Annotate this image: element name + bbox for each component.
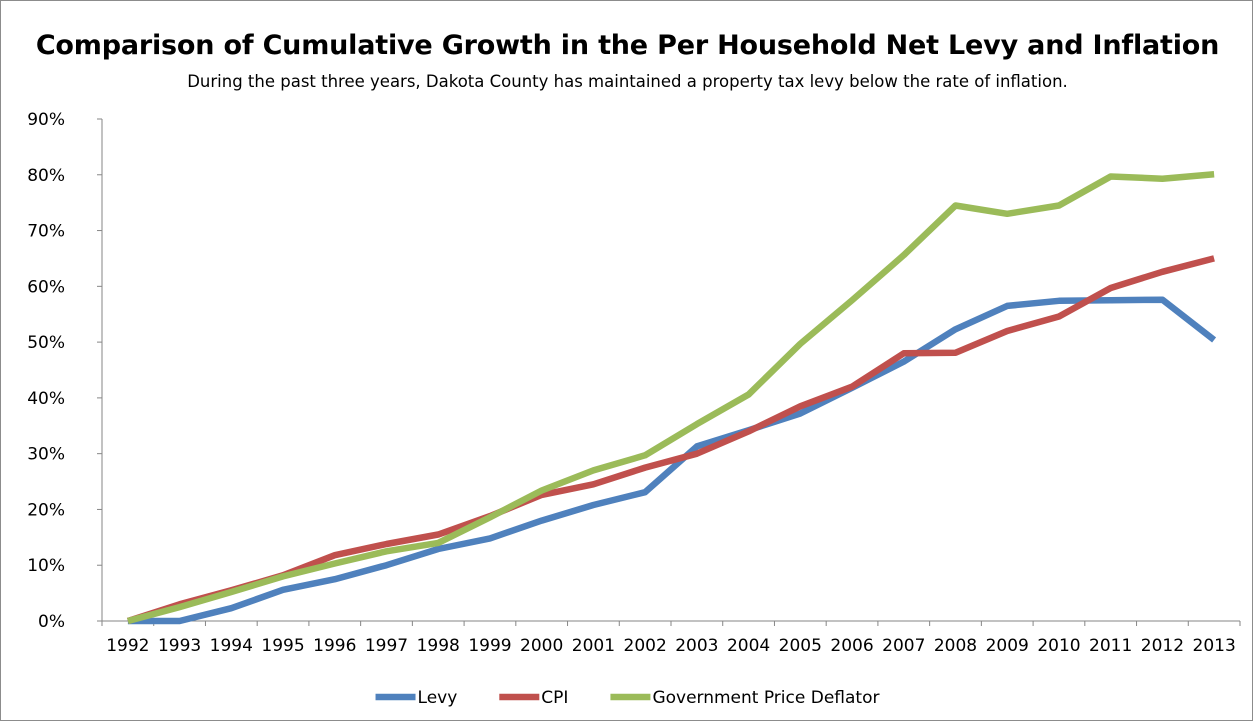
y-tick-label: 90% <box>27 110 65 130</box>
x-tick-label: 2008 <box>934 636 977 656</box>
y-tick-label: 70% <box>27 222 65 242</box>
x-tick-label: 2000 <box>520 636 563 656</box>
legend-label-cpi: CPI <box>541 688 568 708</box>
y-tick-label: 50% <box>27 333 65 353</box>
x-tick-label: 2001 <box>572 636 615 656</box>
x-tick-label: 2011 <box>1089 636 1132 656</box>
x-tick-label: 2003 <box>675 636 718 656</box>
x-tick-label: 1994 <box>210 636 253 656</box>
x-tick-label: 1997 <box>365 636 408 656</box>
series-line-cpi <box>126 255 1215 625</box>
x-tick-label: 2006 <box>830 636 873 656</box>
x-tick-label: 1992 <box>106 636 149 656</box>
x-tick-label: 1996 <box>313 636 356 656</box>
y-tick-label: 20% <box>27 500 65 520</box>
x-tick-label: 2005 <box>779 636 822 656</box>
legend: Levy CPI Government Price Deflator <box>375 688 879 708</box>
y-tick-label: 60% <box>27 277 65 297</box>
chart-title: Comparison of Cumulative Growth in the P… <box>35 30 1220 61</box>
x-tick-label: 2004 <box>727 636 770 656</box>
y-tick-label: 10% <box>27 556 65 576</box>
series-line-government-price-deflator <box>127 170 1215 625</box>
y-tick-label: 80% <box>27 166 65 186</box>
x-tick-label: 1993 <box>158 636 201 656</box>
x-tick-label: 2002 <box>624 636 667 656</box>
y-tick-label: 40% <box>27 389 65 409</box>
x-tick-label: 2010 <box>1037 636 1080 656</box>
series-layer <box>126 170 1217 625</box>
x-tick-label: 2007 <box>882 636 925 656</box>
x-tick-label: 2013 <box>1193 636 1236 656</box>
legend-label-government-price-deflator: Government Price Deflator <box>652 688 879 708</box>
x-tick-label: 1998 <box>417 636 460 656</box>
x-axis: 1992 1993 1994 1995 1996 1997 1998 1999 2000 2001… <box>101 620 1241 656</box>
y-tick-label: 0% <box>38 612 65 632</box>
legend-label-levy: Levy <box>418 688 458 708</box>
x-tick-label: 1999 <box>468 636 511 656</box>
x-tick-label: 1995 <box>261 636 304 656</box>
chart-subtitle: During the past three years, Dakota Coun… <box>187 72 1068 91</box>
series-line-levy <box>127 296 1217 625</box>
y-tick-label: 30% <box>27 445 65 465</box>
y-axis: 0% 10% 20% 30% 40% 50% 60% 70% 80% 90% <box>27 110 103 632</box>
x-tick-label: 2012 <box>1141 636 1184 656</box>
x-tick-label: 2009 <box>986 636 1029 656</box>
